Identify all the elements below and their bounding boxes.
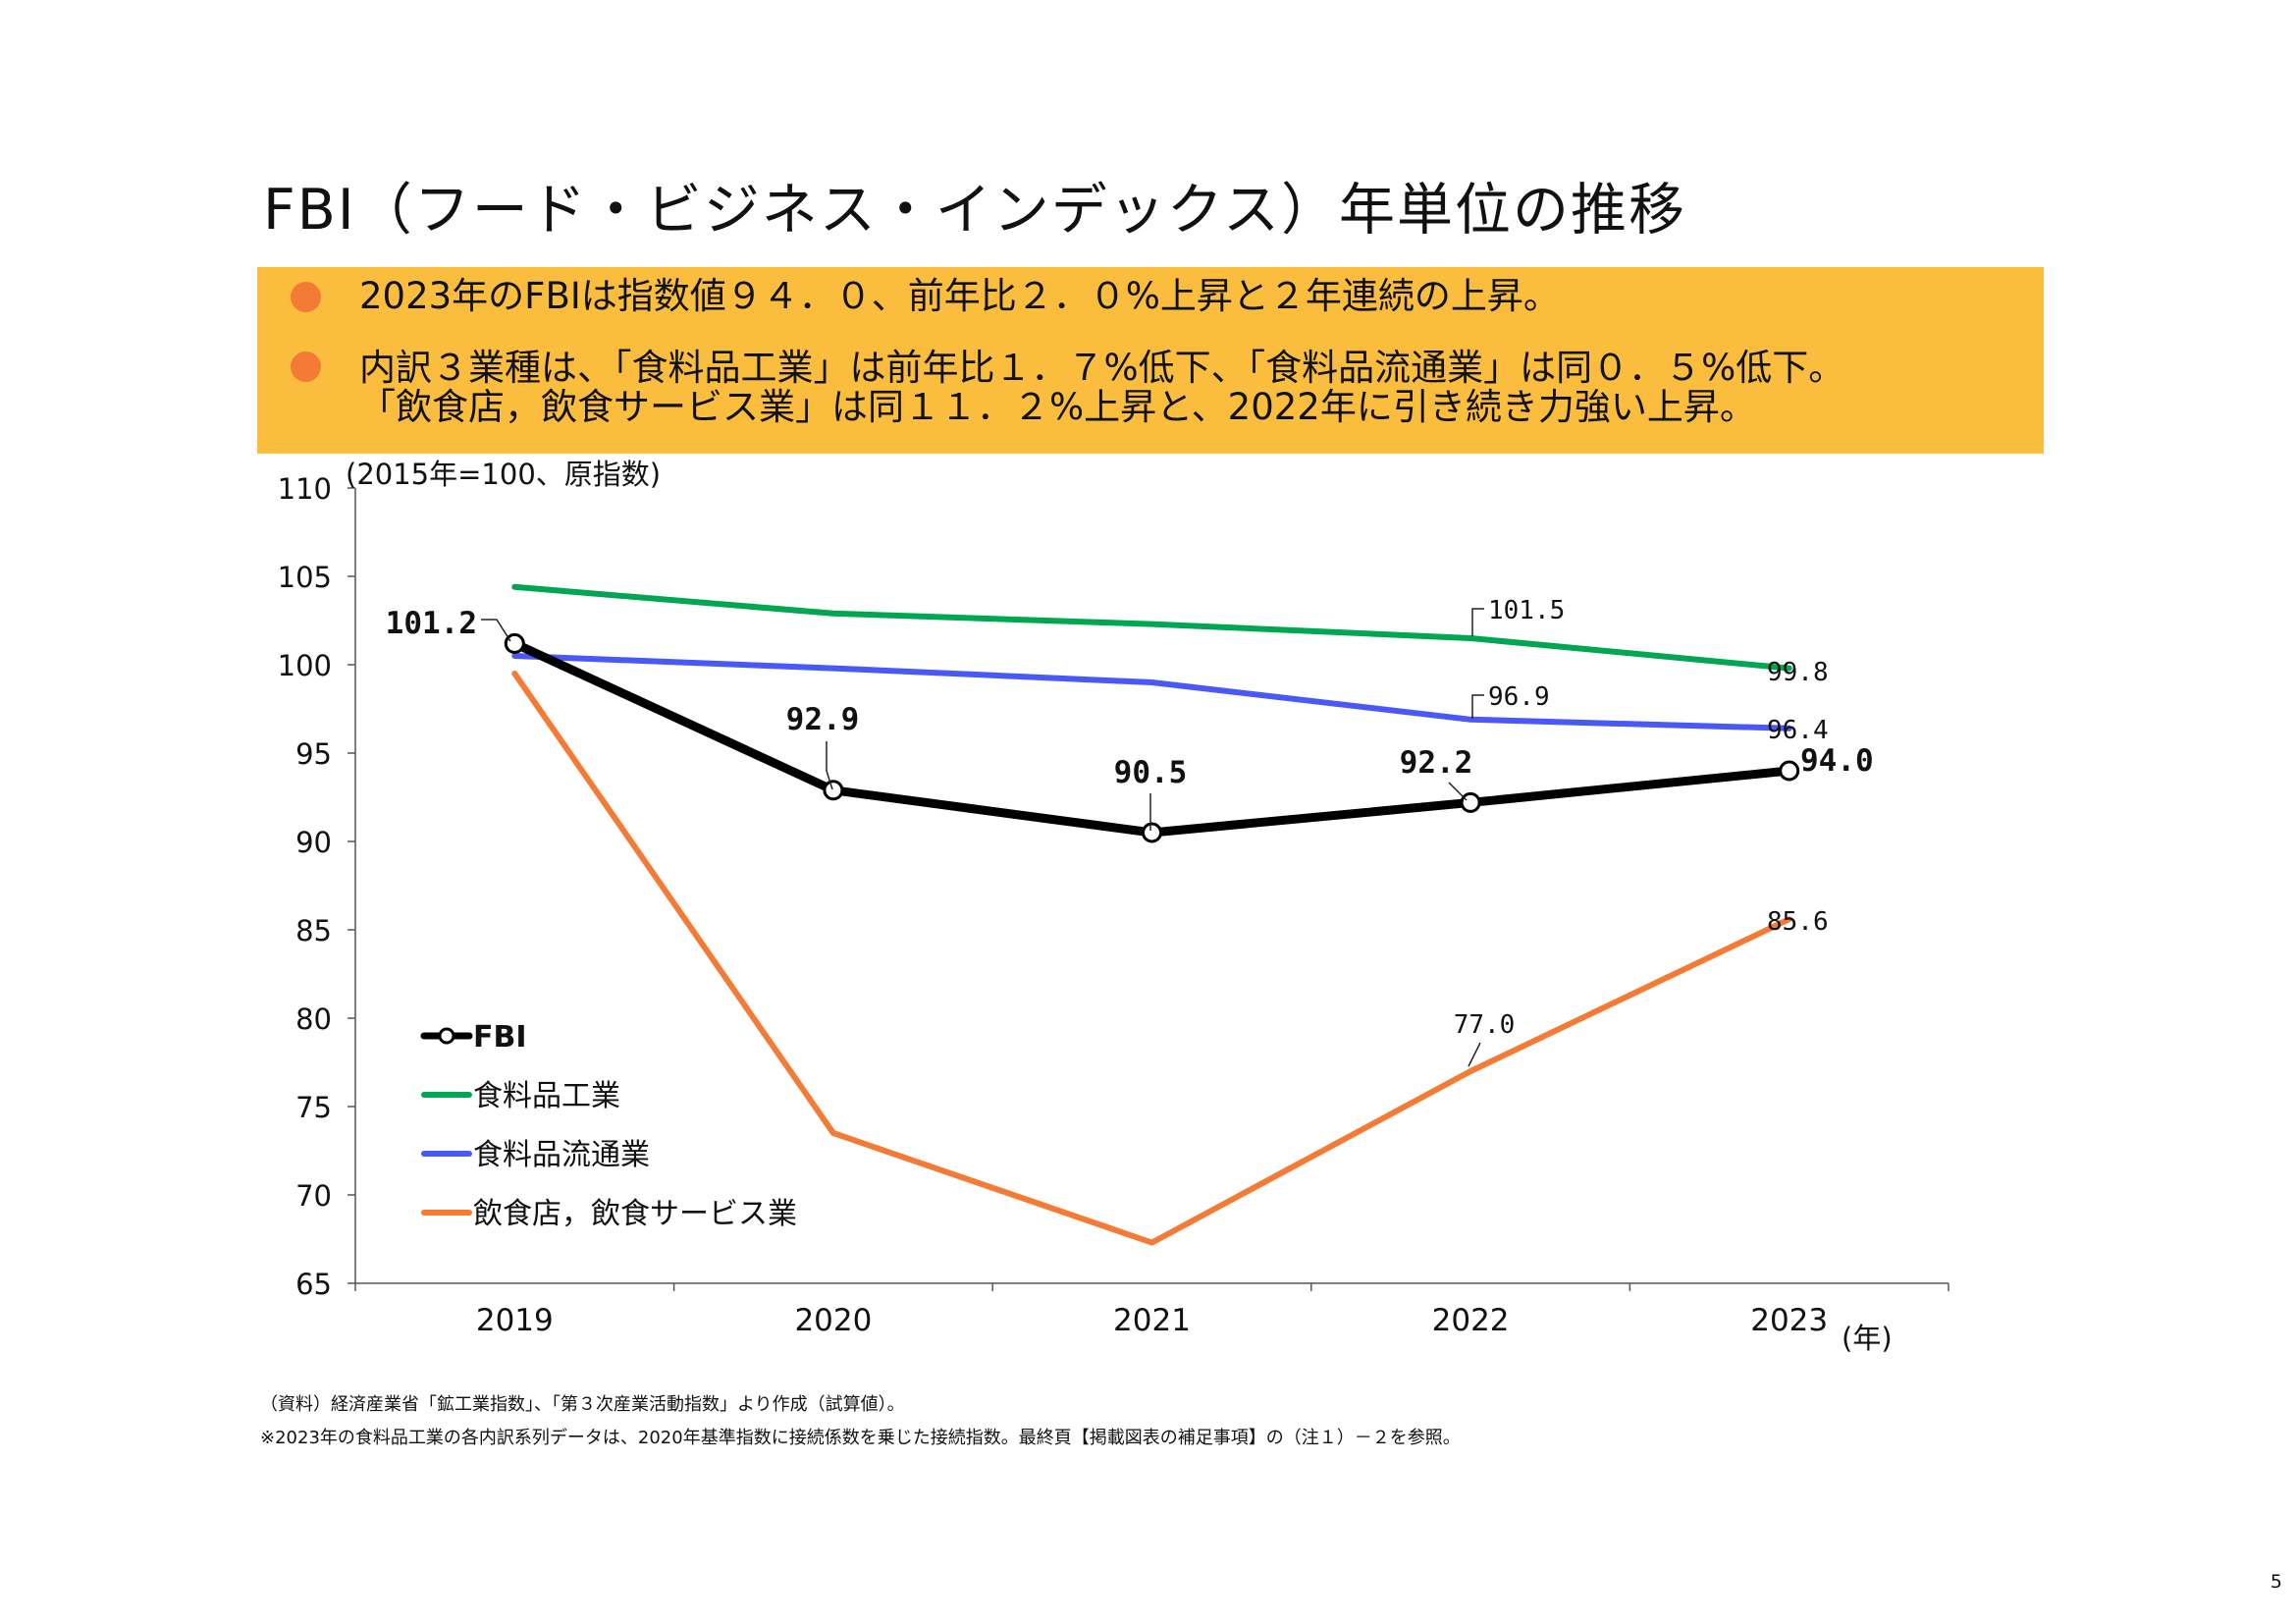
data-label-fbi-2021: 90.5 [1114,755,1188,790]
data-label-fbi-2023: 94.0 [1800,743,1874,779]
data-label-food_mfg-2023: 99.8 [1767,658,1829,687]
y-tick-label: 70 [295,1179,332,1213]
series-line-food_dist [511,653,1792,731]
page-number: 5 [2269,1571,2282,1593]
fbi-point-2019 [504,632,525,654]
x-tick-label: 2023 [1750,1303,1828,1338]
y-tick-label: 105 [278,561,332,594]
y-tick-label: 65 [295,1268,332,1301]
series-line-food_mfg [511,583,1792,672]
leader-line-fbi-2022 [1448,782,1468,801]
summary-bullet-1: 2023年のFBIは指数値９４．０、前年比２．０%上昇と２年連続の上昇。 [359,275,1560,317]
legend-label-food_dist: 食料品流通業 [473,1138,650,1172]
bullet-dot-2 [291,352,321,382]
series-line-fbi [509,638,1794,838]
fbi-point-2022 [1460,791,1481,813]
y-tick-label: 95 [295,737,332,771]
y-tick-label: 80 [295,1002,332,1036]
x-axis-title: (年) [1842,1322,1893,1355]
x-tick-label: 2022 [1432,1303,1510,1338]
y-tick-label: 85 [295,914,332,947]
unit-label: (2015年=100、原指数) [346,458,661,491]
legend-label-food_mfg: 食料品工業 [473,1079,620,1113]
data-label-restaurant-2023: 85.6 [1767,907,1829,937]
leader-line-fbi-2019 [481,619,511,642]
legend-label-fbi: FBI [473,1020,527,1055]
data-label-food_dist-2023: 96.4 [1767,716,1829,745]
y-tick-label: 90 [295,826,332,859]
source-note: （資料）経済産業省「鉱工業指数」、「第３次産業活動指数」より作成（試算値）。 [260,1394,905,1415]
data-label-fbi-2022: 92.2 [1400,745,1473,781]
data-label-food_mfg-2022: 101.5 [1488,596,1565,625]
fbi-point-2023 [1779,760,1800,782]
summary-box: 2023年のFBIは指数値９４．０、前年比２．０%上昇と２年連続の上昇。 内訳３… [257,267,2044,454]
data-label-fbi-2019: 101.2 [386,606,477,641]
summary-bullet-2-line-1: 内訳３業種は、「食料品工業」は前年比１．７%低下、「食料品流通業」は同０．５%低… [359,347,1845,389]
legend-label-restaurant: 飲食店，飲食サービス業 [473,1197,797,1231]
y-tick-label: 75 [295,1091,332,1124]
data-label-restaurant-2022: 77.0 [1454,1010,1516,1040]
x-tick-label: 2019 [476,1303,554,1338]
y-tick-label: 100 [278,649,332,682]
page-title: FBI（フード・ビジネス・インデックス）年単位の推移 [263,178,1686,243]
series-line-restaurant [511,671,1792,1246]
fbi-point-2020 [823,780,844,801]
data-label-food_dist-2022: 96.9 [1488,682,1550,712]
summary-bullet-2-line-2: 「飲食店，飲食サービス業」は同１１．２%上昇と、2022年に引き続き力強い上昇。 [359,386,1756,428]
fbi-point-2021 [1142,822,1162,843]
x-tick-label: 2020 [794,1303,872,1338]
leader-line-food_dist-2022 [1471,694,1484,719]
bullet-dot-1 [291,282,321,312]
x-tick-label: 2021 [1113,1303,1191,1338]
legend-marker-fbi [438,1027,455,1045]
data-label-fbi-2020: 92.9 [786,702,860,737]
leader-line-fbi-2020 [826,741,833,790]
remark-note: ※2023年の食料品工業の各内訳系列データは、2020年基準指数に接続係数を乗じ… [260,1428,1461,1448]
leader-line-restaurant-2022 [1468,1042,1481,1067]
y-tick-label: 110 [278,472,332,506]
leader-line-food_mfg-2022 [1471,608,1484,636]
